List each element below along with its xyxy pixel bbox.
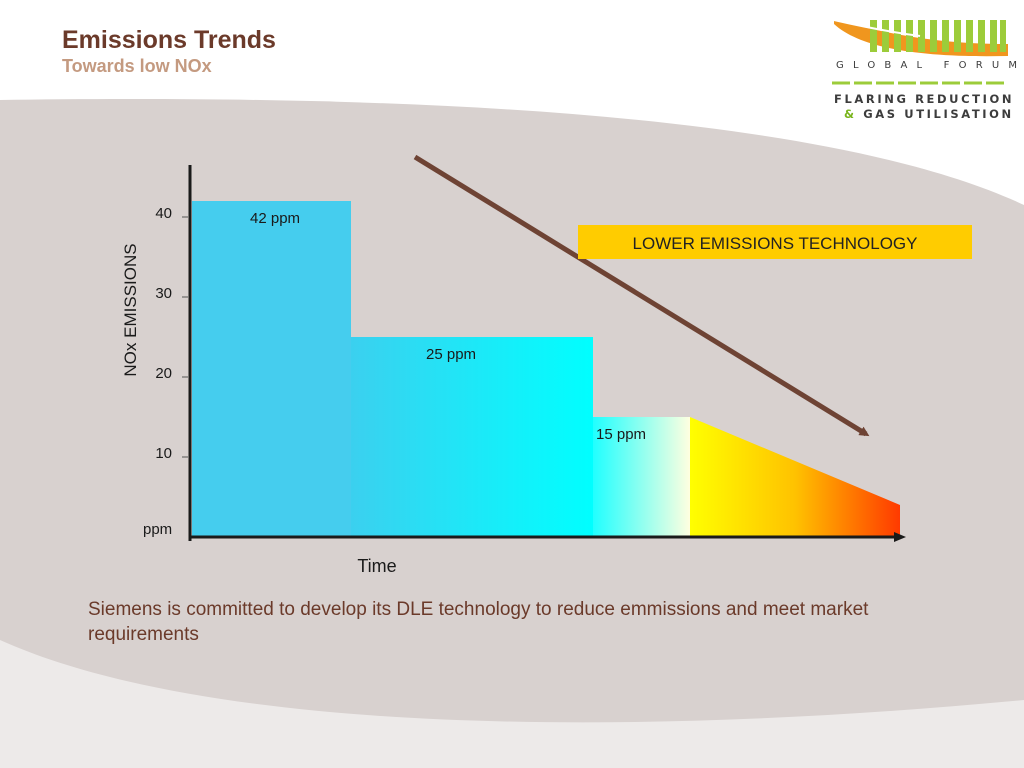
step-bar-1 [192, 201, 351, 537]
page-title: Emissions Trends [62, 26, 276, 54]
x-axis-label: Time [357, 556, 396, 576]
logo-ampersand: & [844, 107, 857, 121]
y-tick-label: 20 [155, 365, 172, 382]
annotation-text: LOWER EMISSIONS TECHNOLOGY [633, 234, 918, 253]
logo-emblem-icon [833, 19, 1008, 57]
step-bar-3 [593, 417, 690, 537]
global-forum-logo: GLOBAL FORUM FLARING REDUCTION & GAS UTI… [830, 18, 1024, 126]
y-tick-label: 10 [155, 445, 172, 462]
logo-text-global-forum: GLOBAL FORUM [836, 60, 1024, 71]
logo-text-gas-utilisation: & GAS UTILISATION [844, 107, 1014, 121]
page-subtitle: Towards low NOx [62, 56, 212, 76]
step-label-1: 42 ppm [250, 210, 300, 227]
annotation-box [578, 225, 972, 259]
y-axis-label: NOx EMISSIONS [121, 243, 140, 376]
emissions-ramp [690, 417, 900, 537]
logo-gas-label: GAS UTILISATION [863, 107, 1014, 121]
step-bar-2 [351, 337, 593, 537]
logo-divider [832, 81, 1008, 85]
caption-text: Siemens is committed to develop its DLE … [88, 599, 869, 645]
step-label-3: 15 ppm [596, 426, 646, 443]
logo-text-flaring-reduction: FLARING REDUCTION [834, 92, 1015, 106]
y-tick-label: 40 [155, 205, 172, 222]
trend-arrow [413, 154, 870, 437]
y-unit-label: ppm [143, 521, 172, 538]
step-label-2: 25 ppm [426, 346, 476, 363]
y-tick-label: 30 [155, 285, 172, 302]
